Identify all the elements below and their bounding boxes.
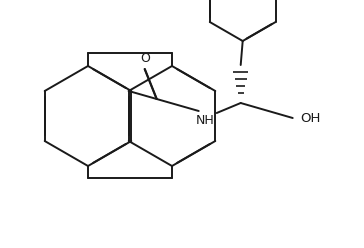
Text: NH: NH xyxy=(195,115,214,127)
Text: OH: OH xyxy=(301,112,321,124)
Text: O: O xyxy=(140,53,150,65)
